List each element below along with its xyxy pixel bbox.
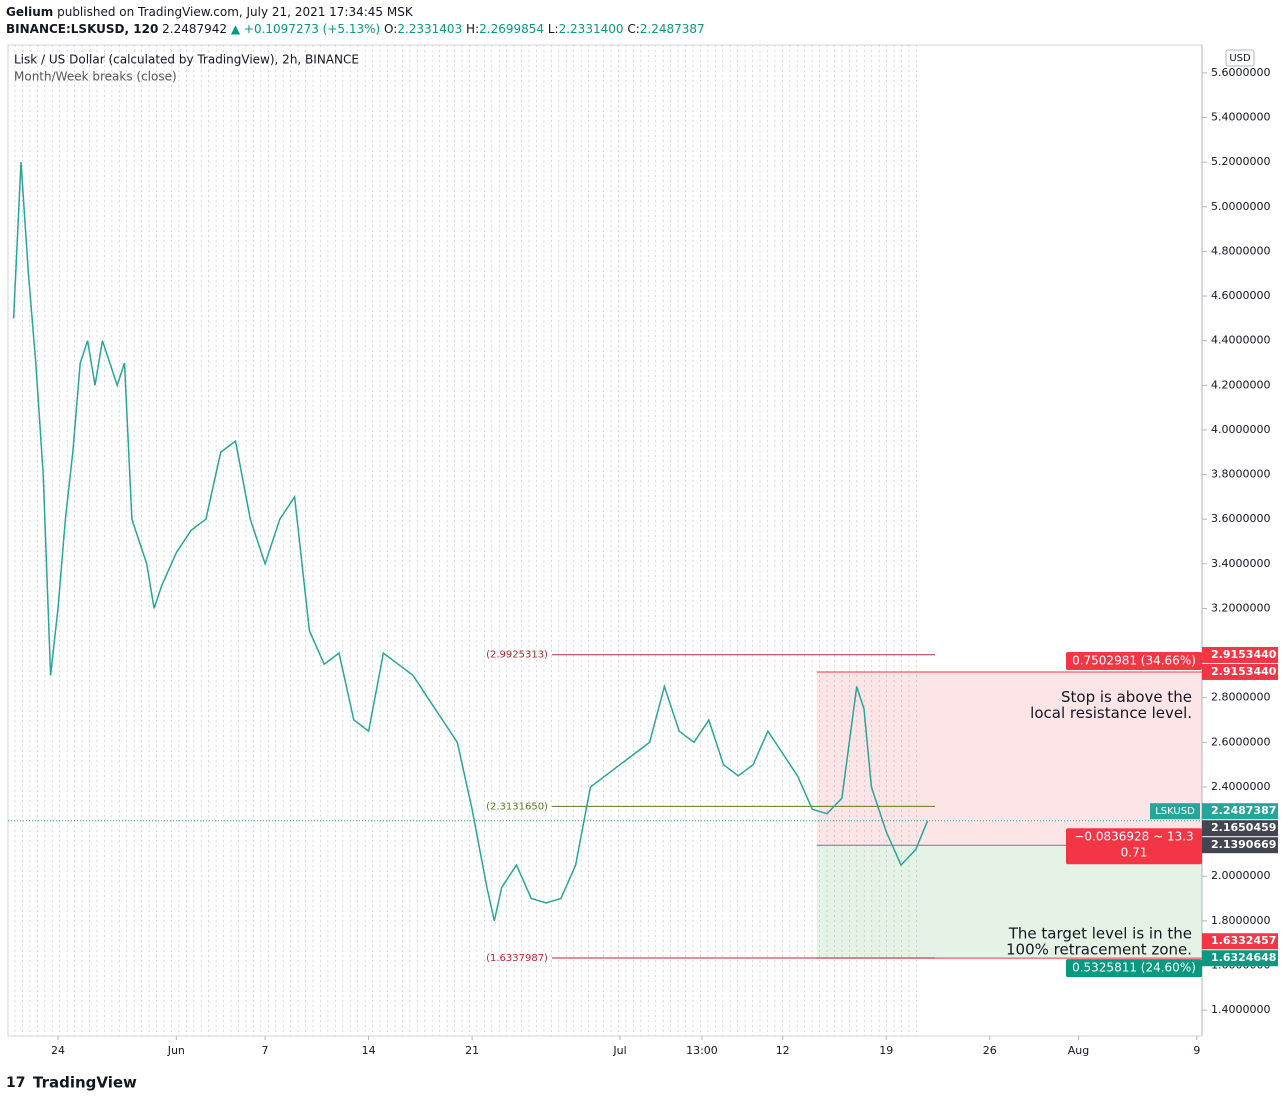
change: ▲ +0.1097273 (+5.13%) [231, 22, 380, 36]
y-tick-label: 3.2000000 [1211, 601, 1271, 614]
note: local resistance level. [1030, 704, 1192, 722]
y-tick-label: 2.6000000 [1211, 735, 1271, 748]
y-tick-label: 3.8000000 [1211, 468, 1271, 481]
x-tick-label: 21 [465, 1044, 479, 1057]
x-tick-label: 26 [983, 1044, 997, 1057]
ohlc-key: H: [466, 22, 479, 36]
break-lines [14, 45, 917, 1036]
price-tag-label: 1.6324648 [1211, 951, 1276, 964]
series-name-box [1150, 803, 1200, 820]
price-tag-label: 2.1390669 [1211, 838, 1276, 851]
price-tag [1202, 933, 1278, 950]
y-tick-label: 4.8000000 [1211, 244, 1271, 257]
ohlc-value: 2.2331403 [397, 22, 462, 36]
note: Stop is above the [1061, 688, 1192, 706]
price-tag [1202, 820, 1278, 837]
ohlc-key: O: [384, 22, 397, 36]
chart-subtitle: Month/Week breaks (close) [14, 70, 177, 84]
note: 100% retracement zone. [1006, 941, 1192, 959]
y-tick-label: 3.6000000 [1211, 512, 1271, 525]
level-label: (2.3131650) [486, 801, 548, 812]
x-tick-label: 24 [51, 1044, 65, 1057]
ohlc-value: 2.2487387 [640, 22, 705, 36]
price-line [12, 162, 929, 922]
y-tick-label: 4.6000000 [1211, 289, 1271, 302]
note: The target level is in the [1008, 925, 1192, 943]
pnl-label-box [1066, 828, 1202, 865]
last: 2.2487942 [162, 22, 227, 36]
ohlc-key: C: [627, 22, 639, 36]
ohlc-value: 2.2331400 [559, 22, 624, 36]
stop-label-box [1066, 651, 1202, 670]
y-tick-label: 2.8000000 [1211, 691, 1271, 704]
level-label: (1.6337987) [486, 953, 548, 964]
y-tick-label: 2.4000000 [1211, 780, 1271, 793]
y-axis-label: USD [1229, 53, 1251, 64]
symbol-line: BINANCE:LSKUSD, 120 2.2487942 ▲ +0.10972… [6, 22, 705, 36]
x-tick-label: 7 [262, 1044, 269, 1057]
stop-label: 0.7502981 (34.66%) [1072, 653, 1196, 667]
x-tick-label: Aug [1068, 1044, 1089, 1057]
y-tick-label: 3.4000000 [1211, 557, 1271, 570]
header-line: Gelium published on TradingView.com, Jul… [6, 5, 414, 19]
price-tag-label: 2.9153440 [1211, 665, 1277, 678]
ohlc-key: L: [548, 22, 559, 36]
price-tag-label: 2.9153440 [1211, 648, 1277, 661]
logo-mark: 17 [6, 1075, 25, 1091]
chart-title: Lisk / US Dollar (calculated by TradingV… [14, 53, 359, 67]
target-label-box [1066, 959, 1202, 978]
y-tick-label: 1.8000000 [1211, 914, 1271, 927]
author: Gelium [6, 5, 53, 19]
y-tick-label: 5.6000000 [1211, 66, 1271, 79]
price-tag-label: 1.6332457 [1211, 934, 1276, 947]
x-tick-label: 14 [362, 1044, 376, 1057]
x-tick-label: 9 [1193, 1044, 1200, 1057]
pnl-label: −0.0836928 ~ 13.3 [1074, 830, 1193, 844]
price-tag [1202, 837, 1278, 854]
level-label: (2.9925313) [486, 650, 548, 661]
y-tick-label: 4.2000000 [1211, 378, 1271, 391]
y-tick-label: 4.0000000 [1211, 423, 1271, 436]
price-tag [1202, 803, 1278, 820]
ohlc-value: 2.2699854 [479, 22, 544, 36]
y-tick-label: 4.4000000 [1211, 334, 1271, 347]
price-tag-label: 2.1650459 [1211, 821, 1276, 834]
x-tick-label: Jun [167, 1044, 185, 1057]
x-tick-label: 12 [776, 1044, 790, 1057]
y-tick-label: 5.0000000 [1211, 200, 1271, 213]
series-name: LSKUSD [1155, 806, 1195, 817]
price-tag [1202, 663, 1278, 680]
target-label: 0.5325811 (24.60%) [1072, 961, 1196, 975]
symbol: BINANCE:LSKUSD, 120 [6, 22, 158, 36]
footer-brand: TradingView [33, 1074, 137, 1092]
y-tick-label: 5.2000000 [1211, 155, 1271, 168]
price-tag [1202, 646, 1278, 663]
x-tick-label: 19 [879, 1044, 893, 1057]
price-tag-label: 2.2487387 [1211, 804, 1276, 817]
x-tick-label: Jul [612, 1044, 626, 1057]
y-tick-label: 5.4000000 [1211, 111, 1271, 124]
y-tick-label: 2.0000000 [1211, 869, 1271, 882]
price-tag [1202, 950, 1278, 967]
pnl-label: 0.71 [1121, 846, 1148, 860]
x-tick-label: 13:00 [686, 1044, 718, 1057]
published: published on TradingView.com, July 21, 2… [57, 5, 414, 19]
axis-unit-box [1225, 49, 1255, 67]
y-tick-label: 1.4000000 [1211, 1003, 1271, 1016]
